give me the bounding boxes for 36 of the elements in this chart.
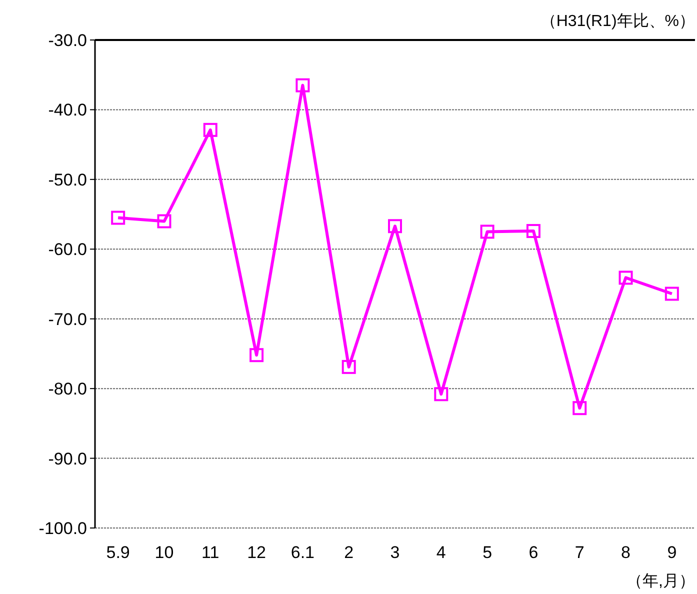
y-tick-label: -50.0 xyxy=(48,170,87,190)
point xyxy=(296,78,310,92)
y-tick-label: -60.0 xyxy=(48,240,87,260)
x-tick-label: 12 xyxy=(247,543,266,562)
x-tick-label: 6.1 xyxy=(290,543,315,562)
x-tick-label: 6 xyxy=(528,543,538,562)
x-tick-label: 10 xyxy=(154,543,174,562)
x-tick-label: 2 xyxy=(344,543,354,562)
y-tick-label: -100.0 xyxy=(38,519,87,538)
point xyxy=(250,348,264,362)
x-tick-label: 4 xyxy=(436,543,446,562)
point xyxy=(157,214,172,228)
point xyxy=(342,360,356,374)
point xyxy=(526,224,540,238)
y-tick-label: -40.0 xyxy=(48,100,87,120)
y-tick-label: -80.0 xyxy=(48,380,87,399)
point xyxy=(480,224,494,239)
x-tick-label: 8 xyxy=(621,543,631,562)
point xyxy=(434,387,448,402)
x-tick-label: 3 xyxy=(390,543,400,562)
point xyxy=(388,219,402,234)
x-tick-label: 5 xyxy=(482,543,492,562)
point xyxy=(572,401,587,416)
x-tick-label: 7 xyxy=(574,543,584,562)
point xyxy=(203,122,218,137)
x-tick-label: 9 xyxy=(667,543,677,562)
y-tick-label: -70.0 xyxy=(48,310,87,329)
y-axis-title: （H31(R1)年比、%） xyxy=(540,12,695,30)
y-tick-label: -90.0 xyxy=(48,449,87,468)
x-tick-label: 11 xyxy=(202,543,220,562)
x-axis-title: （年,月） xyxy=(626,573,695,590)
point xyxy=(111,210,126,225)
point xyxy=(664,286,679,301)
x-tick-label: 5.9 xyxy=(106,543,130,562)
point xyxy=(618,270,633,285)
y-tick-label: -30.0 xyxy=(48,31,87,50)
